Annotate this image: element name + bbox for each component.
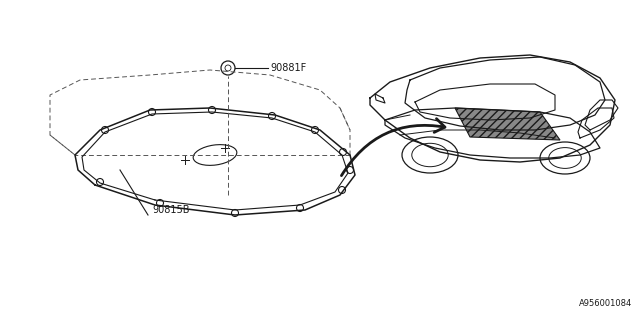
FancyArrowPatch shape (341, 119, 445, 176)
Text: A956001084: A956001084 (579, 299, 632, 308)
Text: 90881F: 90881F (270, 63, 307, 73)
Text: 90815B: 90815B (152, 205, 189, 215)
Polygon shape (455, 108, 560, 140)
